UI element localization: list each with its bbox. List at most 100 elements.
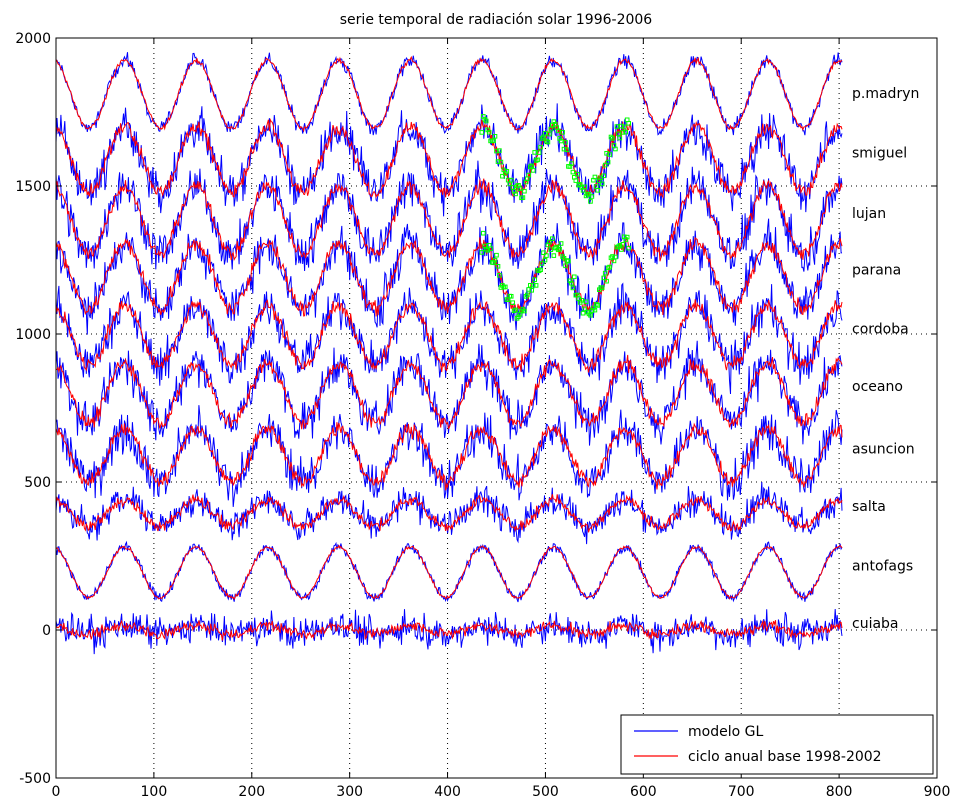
observed-point [595, 303, 601, 308]
observed-point [494, 252, 499, 258]
observed-point [624, 234, 630, 240]
observed-point [617, 135, 623, 141]
observed-point [495, 264, 501, 269]
observed-point [547, 131, 552, 137]
observed-point [619, 247, 624, 252]
observed-point [479, 130, 485, 135]
series-layer [55, 52, 843, 655]
observed-point [563, 263, 568, 269]
observed-point [510, 300, 515, 305]
observed-point [575, 171, 580, 177]
series-line-cycle-smiguel [55, 118, 843, 199]
y-tick-label: 1500 [15, 179, 51, 195]
observed-point [479, 250, 485, 255]
station-label-antofags: antofags [852, 558, 913, 574]
observed-point [583, 299, 589, 305]
observed-point [532, 150, 538, 155]
observed-point [494, 148, 499, 154]
x-tick-label: 500 [532, 784, 559, 800]
series-line-cycle-parana [55, 236, 843, 317]
observed-point [601, 173, 607, 179]
series-line-cycle-salta [55, 494, 843, 533]
observed-point [605, 159, 611, 165]
observed-point [492, 134, 498, 139]
observed-point [572, 274, 577, 280]
observed-point [566, 258, 571, 264]
axis-ticks: 0 100 200 300 400 500 600 700 800 900-50005001000… [15, 31, 950, 800]
observed-point [488, 246, 493, 251]
observed-point [522, 188, 527, 194]
observed-point [604, 151, 609, 156]
observed-point [532, 277, 538, 282]
observed-point [497, 273, 502, 278]
observed-point [558, 138, 564, 144]
observed-point [544, 253, 549, 258]
y-tick-label: 0 [42, 623, 51, 639]
observed-point [589, 194, 595, 199]
observed-point [564, 147, 570, 153]
observed-point [525, 292, 530, 298]
observed-point [536, 150, 542, 155]
x-tick-label: 200 [238, 784, 265, 800]
observed-point [500, 173, 505, 179]
station-label-parana: parana [852, 262, 901, 278]
observed-point [616, 131, 621, 137]
series-line-cycle-asuncion [55, 422, 843, 491]
observed-point [547, 239, 552, 245]
observed-point [582, 306, 587, 312]
series-line-cycle-p.madryn [55, 55, 843, 133]
observed-point [551, 253, 557, 258]
y-tick-label: 1000 [15, 327, 51, 343]
observed-point [529, 288, 535, 293]
observed-point [570, 169, 576, 175]
observed-point [623, 129, 629, 135]
x-tick-label: 700 [728, 784, 755, 800]
observed-point [539, 261, 545, 266]
y-tick-label: -500 [19, 771, 51, 787]
station-label-cuiaba: cuiaba [852, 616, 899, 632]
station-label-smiguel: smiguel [852, 145, 907, 161]
observed-point [538, 144, 543, 150]
observed-point [595, 188, 601, 193]
observed-point [498, 159, 504, 165]
observed-point [538, 267, 543, 272]
observed-point [626, 245, 632, 251]
x-tick-label: 300 [336, 784, 363, 800]
series-line-cycle-oceano [55, 354, 843, 430]
chart-title: serie temporal de radiación solar 1996-2… [340, 12, 653, 28]
y-tick-label: 2000 [15, 31, 51, 47]
observed-point [520, 195, 526, 200]
observed-point [545, 139, 551, 145]
station-label-p.madryn: p.madryn [852, 86, 919, 102]
series-line-cycle-cordoba [55, 299, 843, 373]
observed-point [607, 264, 612, 270]
observed-point [599, 181, 605, 187]
station-label-cordoba: cordoba [852, 321, 909, 337]
observed-point [522, 308, 527, 314]
observed-point [613, 146, 618, 152]
x-tick-label: 900 [924, 784, 951, 800]
x-tick-label: 0 [52, 784, 61, 800]
observed-point [588, 313, 593, 318]
observed-point [610, 136, 615, 141]
observed-point [486, 129, 492, 135]
legend-box [620, 714, 934, 775]
observed-point [561, 146, 567, 152]
observed-point [481, 230, 486, 236]
observed-point [573, 178, 579, 183]
observed-point [548, 126, 554, 132]
series-line-cycle-antofags [55, 544, 843, 600]
observed-point [535, 157, 540, 163]
observed-point [530, 168, 536, 173]
observed-point [508, 177, 514, 183]
x-tick-label: 100 [141, 784, 168, 800]
observed-point [517, 186, 523, 191]
x-tick-label: 800 [826, 784, 853, 800]
observed-point [563, 140, 568, 145]
observed-point [614, 124, 620, 129]
observed-point [555, 128, 561, 134]
observed-point [533, 283, 539, 288]
observed-point [607, 152, 612, 157]
observed-point [483, 118, 489, 124]
observed-point [579, 298, 585, 303]
